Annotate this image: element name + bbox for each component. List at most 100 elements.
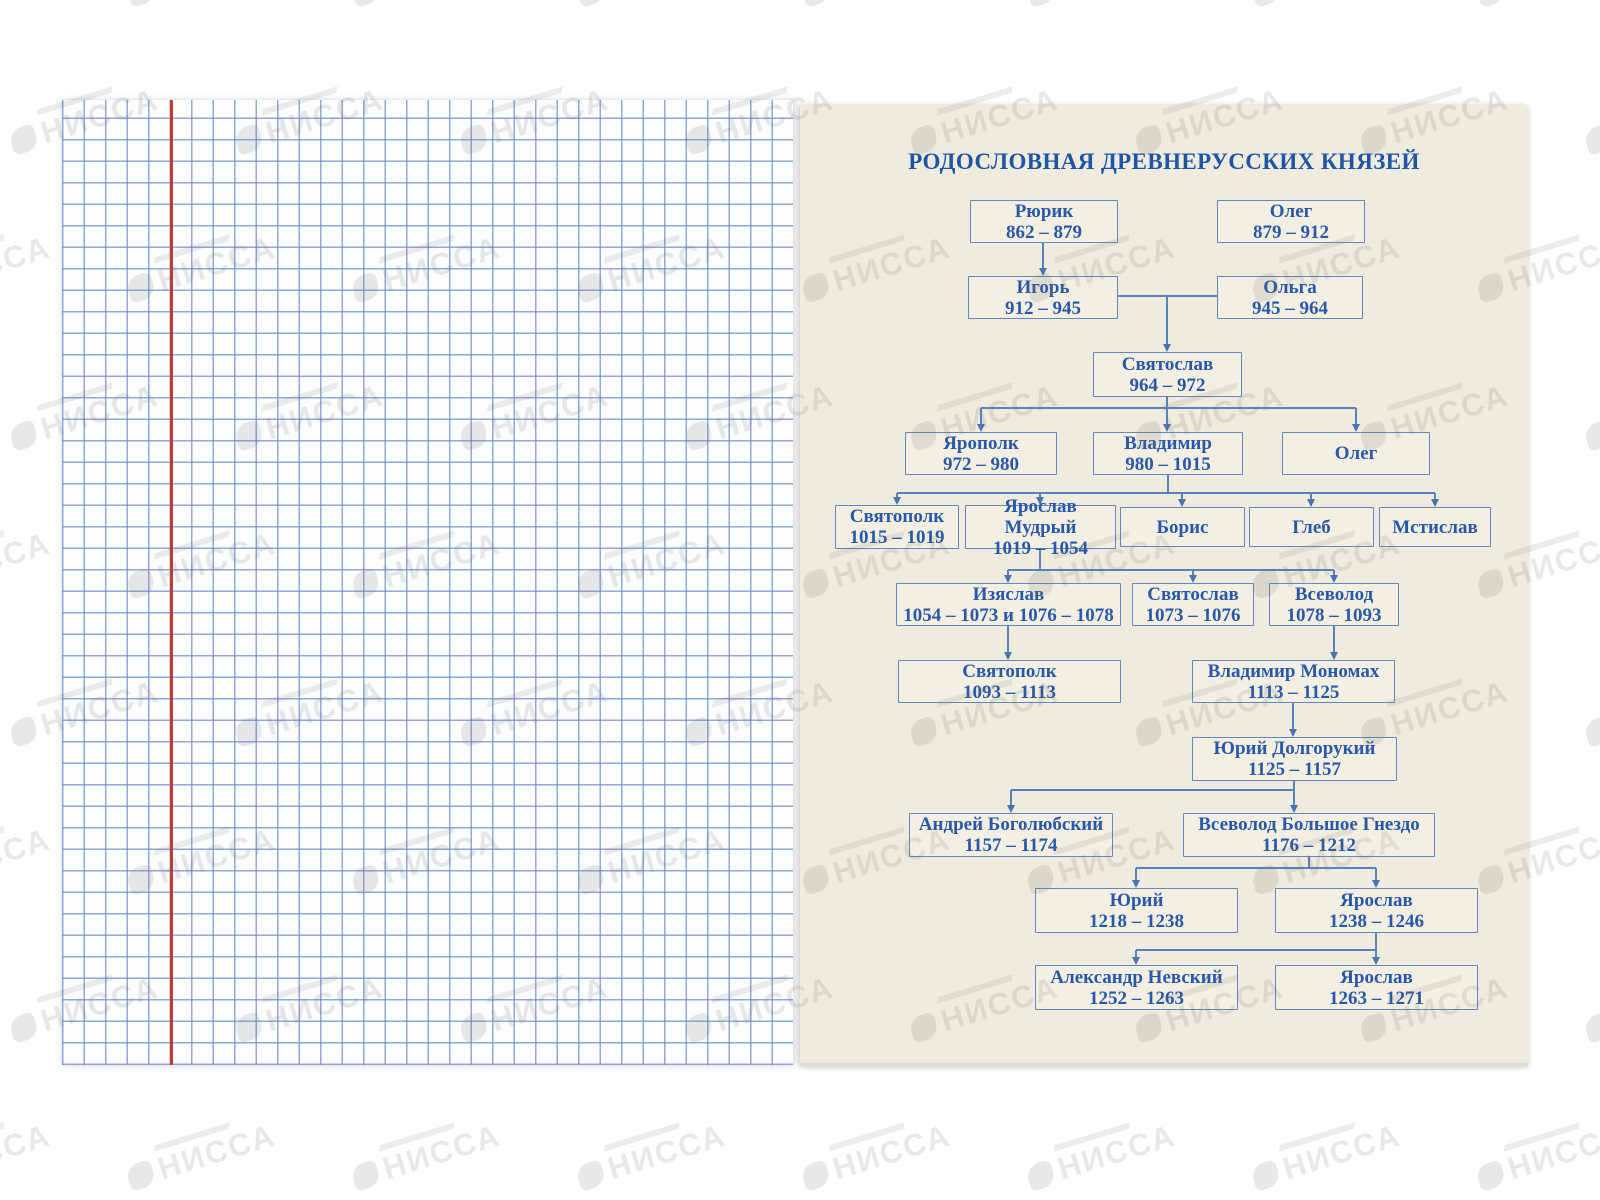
connector-arrow <box>1035 497 1044 505</box>
node-name: Всеволод <box>1294 583 1374 605</box>
connector-line <box>1008 569 1334 571</box>
nissa-logo-icon <box>574 0 608 8</box>
connector-line <box>1011 789 1294 791</box>
nissa-watermark: НИССА <box>1473 0 1600 13</box>
node-name: Владимир Мономах <box>1207 660 1380 682</box>
node-name: Всеволод Большое Гнездо <box>1198 814 1420 835</box>
red-margin-line <box>170 100 173 1065</box>
watermark-text: НИССА <box>1504 0 1600 3</box>
nissa-watermark: НИССА <box>123 0 280 13</box>
node-dates: 912 – 945 <box>1005 297 1081 319</box>
connector-line <box>1375 868 1377 881</box>
connector-line <box>1434 493 1436 501</box>
connector-arrow <box>1131 957 1140 965</box>
nissa-watermark: НИССА <box>0 1117 55 1196</box>
connector-arrow <box>1003 652 1012 660</box>
node-name: Ярослав Мудрый <box>1004 495 1077 538</box>
tree-node-rurik: Рюрик 862 – 879 <box>970 200 1118 243</box>
nissa-watermark: НИССА <box>1248 0 1405 13</box>
node-name: Ярослав <box>1340 889 1413 911</box>
node-name: Игорь <box>1016 276 1070 298</box>
nissa-logo-icon <box>1474 1159 1508 1192</box>
connector-line <box>980 408 982 425</box>
connector-arrow <box>1289 805 1298 813</box>
node-name: Олег <box>1334 443 1378 464</box>
nissa-logo-icon <box>799 0 833 8</box>
nissa-watermark: НИССА <box>798 0 955 13</box>
chart-title: РОДОСЛОВНАЯ ДРЕВНЕРУССКИХ КНЯЗЕЙ <box>908 149 1420 174</box>
nissa-logo-icon <box>124 0 158 8</box>
node-dates: 1263 – 1271 <box>1329 987 1424 1009</box>
nissa-logo-icon <box>7 419 41 452</box>
connector-arrow <box>1329 652 1338 660</box>
connector-line <box>1333 570 1335 577</box>
node-name: Борис <box>1156 516 1209 538</box>
node-dates: 1054 – 1073 и 1076 – 1078 <box>903 604 1114 626</box>
tree-node-yuri2: Юрий 1218 – 1238 <box>1035 888 1238 933</box>
watermark-text: НИССА <box>154 0 280 3</box>
nissa-logo-icon <box>1024 0 1058 8</box>
connector-line <box>1042 243 1044 269</box>
connector-line <box>1007 570 1009 577</box>
nissa-logo-icon <box>1582 1011 1600 1044</box>
node-name: Андрей Боголюбский <box>918 814 1104 835</box>
connector-arrow <box>1306 499 1315 507</box>
connector-line <box>896 493 898 499</box>
node-name: Святослав <box>1121 353 1214 375</box>
connector-arrow <box>1038 268 1047 276</box>
node-name: Ольга <box>1263 276 1317 298</box>
nissa-watermark: НИССА <box>1023 0 1180 13</box>
connector-line <box>1181 493 1183 501</box>
connector-line <box>1166 296 1168 345</box>
node-dates: 1113 – 1125 <box>1247 681 1340 703</box>
watermark-text: НИССА <box>378 1117 505 1187</box>
nissa-watermark: НИССА <box>1248 1117 1405 1196</box>
nissa-logo-icon <box>574 1159 608 1192</box>
connector-arrow <box>1371 957 1380 965</box>
tree-node-yaroslav3: Ярослав 1263 – 1271 <box>1275 965 1478 1010</box>
connector-arrow <box>1006 805 1015 813</box>
nissa-watermark: НИССА <box>0 0 55 13</box>
connector-arrow <box>976 424 985 432</box>
nissa-watermark: НИССА <box>798 1117 955 1196</box>
node-name: Юрий <box>1109 889 1164 911</box>
nissa-watermark: НИССА <box>1473 1117 1600 1196</box>
nissa-ribbon <box>1503 1122 1580 1152</box>
nissa-ribbon <box>378 1122 455 1152</box>
nissa-watermark: НИССА <box>1581 969 1600 1048</box>
nissa-ribbon <box>0 826 5 856</box>
connector-line <box>1135 868 1137 881</box>
connector-line <box>1166 397 1168 408</box>
tree-node-igor: Игорь 912 – 945 <box>968 276 1118 319</box>
connector-line <box>1355 408 1357 425</box>
node-name: Олег <box>1269 200 1313 222</box>
nissa-logo-icon <box>799 1159 833 1192</box>
nissa-logo-icon <box>124 1159 158 1192</box>
node-dates: 1238 – 1246 <box>1329 910 1424 932</box>
connector-arrow <box>1162 344 1171 352</box>
nissa-watermark: НИССА <box>1581 81 1600 160</box>
nissa-ribbon <box>1053 1122 1130 1152</box>
connector-line <box>1007 626 1009 653</box>
nissa-logo-icon <box>7 715 41 748</box>
watermark-text: НИССА <box>1053 1117 1180 1187</box>
nissa-logo-icon <box>1474 0 1508 8</box>
tree-node-bogolyubsky: Андрей Боголюбский 1157 – 1174 <box>909 813 1113 857</box>
watermark-text: НИССА <box>829 0 955 3</box>
connector-line <box>1292 703 1294 730</box>
node-dates: 1157 – 1174 <box>964 835 1058 856</box>
connector-line <box>1136 867 1376 869</box>
tree-node-svyatoslav2: Святослав 1073 – 1076 <box>1132 583 1254 626</box>
connector-line <box>1039 493 1041 499</box>
nissa-logo-icon <box>349 1159 383 1192</box>
node-name: Мстислав <box>1392 516 1478 538</box>
node-name: Ярослав <box>1340 966 1413 988</box>
connector-line <box>1192 570 1194 577</box>
nissa-watermark: НИССА <box>1023 1117 1180 1196</box>
connector-line <box>1136 949 1376 951</box>
nissa-logo-icon <box>1249 1159 1283 1192</box>
connector-arrow <box>1177 499 1186 507</box>
node-name: Юрий Долгорукий <box>1213 738 1376 759</box>
tree-node-dolgoruky: Юрий Долгорукий 1125 – 1157 <box>1192 737 1397 781</box>
tree-node-svyatopolk1: Святополк 1015 – 1019 <box>835 505 959 549</box>
